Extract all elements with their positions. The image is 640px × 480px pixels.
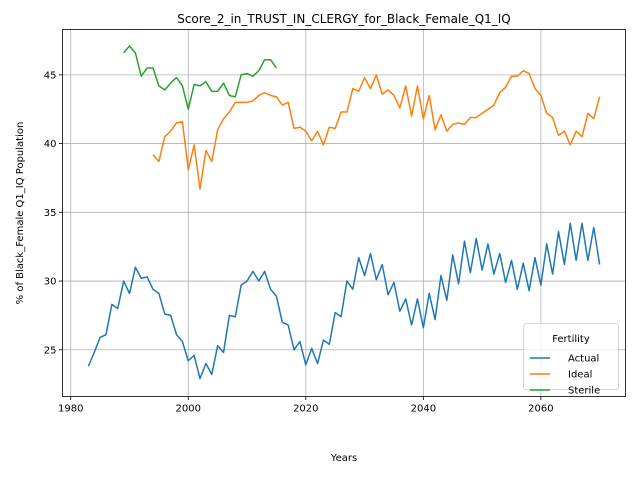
- chart-title: Score_2_in_TRUST_IN_CLERGY_for_Black_Fem…: [177, 12, 511, 26]
- legend-label-sterile: Sterile: [568, 386, 600, 397]
- series-line-actual: [87, 222, 601, 380]
- x-tick-label: 2020: [293, 404, 318, 415]
- y-tick-label: 45: [44, 70, 57, 81]
- legend-box: [523, 323, 619, 390]
- y-tick-label: 40: [44, 139, 57, 150]
- x-tick-label: 1980: [58, 404, 83, 415]
- y-tick-label: 30: [44, 277, 57, 288]
- y-axis-label: % of Black_Female Q1_IQ Population: [15, 122, 26, 305]
- legend-label-actual: Actual: [568, 354, 599, 365]
- series-line-sterile: [123, 45, 278, 110]
- x-tick-label: 2040: [411, 404, 436, 415]
- plot-frame: [62, 29, 626, 397]
- legend-title: Fertility: [552, 334, 590, 345]
- x-tick-label: 2060: [528, 404, 553, 415]
- x-axis-label: Years: [330, 453, 357, 464]
- y-tick-label: 25: [44, 345, 57, 356]
- legend: Fertility Actual Ideal Sterile: [523, 323, 619, 397]
- y-tick-label: 35: [44, 208, 57, 219]
- x-tick-label: 2000: [176, 404, 201, 415]
- legend-label-ideal: Ideal: [568, 370, 592, 381]
- series-line-ideal: [152, 69, 601, 190]
- series-lines: [87, 45, 601, 380]
- axis-ticks: 1980 2000 2020 2040 2060 25 30 35 40 45: [44, 70, 554, 414]
- grid-lines: [62, 29, 626, 397]
